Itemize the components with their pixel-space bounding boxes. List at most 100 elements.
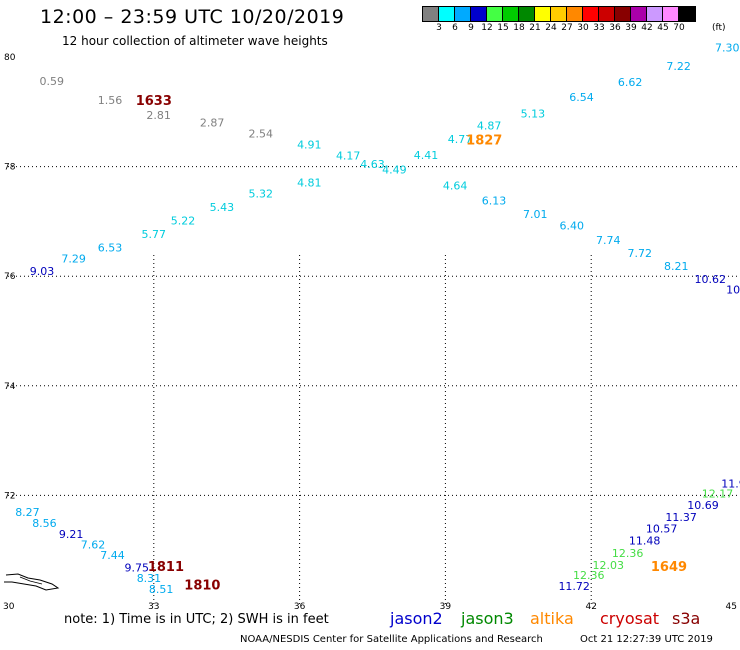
legend-label: 9 bbox=[468, 23, 474, 33]
satellite-legend-entry: altika bbox=[530, 609, 574, 628]
legend-swatch bbox=[599, 7, 615, 21]
units-note: note: 1) Time is in UTC; 2) SWH is in fe… bbox=[64, 612, 329, 627]
legend-label: 70 bbox=[673, 23, 685, 33]
satellite-legend-entry: cryosat bbox=[600, 609, 660, 628]
legend-label: 45 bbox=[657, 23, 669, 33]
wave-observations: 0.59 1.56 2.81 2.87 2.54 4.91 4.174.634.49 4.41… bbox=[15, 42, 740, 596]
legend-color-bar bbox=[422, 6, 696, 22]
axis-tick-labels: 30 33 36 39 42 45 72 74 76 78 80 bbox=[3, 53, 737, 612]
wave-height-label: 7.72 bbox=[628, 247, 653, 260]
legend-label: 24 bbox=[545, 23, 557, 33]
legend-label: 36 bbox=[609, 23, 621, 33]
wave-height-label: 9.75 bbox=[125, 562, 150, 575]
legend-label: 33 bbox=[593, 23, 605, 33]
wave-height-label: 7.01 bbox=[523, 208, 548, 221]
legend-label: 30 bbox=[577, 23, 589, 33]
wave-height-label: 7.62 bbox=[81, 539, 106, 552]
wave-height-label: 8.31 bbox=[137, 572, 162, 585]
legend-label: 42 bbox=[641, 23, 653, 33]
wave-height-label: 4.81 bbox=[297, 176, 322, 189]
legend-label: 3 bbox=[436, 23, 442, 33]
legend-label: 39 bbox=[625, 23, 637, 33]
satellite-legend-entry: jason2 bbox=[390, 609, 443, 628]
wave-height-label: 0.59 bbox=[39, 75, 64, 88]
wave-height-label: 6.62 bbox=[618, 76, 643, 89]
legend-swatch bbox=[551, 7, 567, 21]
wave-height-label: 12.17 bbox=[702, 488, 734, 501]
wave-height-label: 4.91 bbox=[297, 139, 322, 152]
wave-height-label: 2.87 bbox=[200, 117, 225, 130]
lat-tick-label: 76 bbox=[4, 272, 16, 282]
wave-height-label: 2.81 bbox=[146, 109, 171, 122]
legend-swatch bbox=[455, 7, 471, 21]
lon-tick-label: 30 bbox=[3, 602, 15, 612]
legend-swatch bbox=[487, 7, 503, 21]
wave-height-label: 4.49 bbox=[382, 164, 407, 177]
wave-height-label: 7.74 bbox=[596, 234, 621, 247]
wave-height-label: 12.36 bbox=[612, 547, 644, 560]
wave-height-label: 5.22 bbox=[171, 215, 196, 228]
legend-label: 12 bbox=[481, 23, 493, 33]
lon-tick-label: 45 bbox=[726, 602, 737, 612]
lon-tick-label: 36 bbox=[294, 602, 306, 612]
pass-time-labels: 163318271633181118101649 bbox=[136, 94, 687, 594]
lat-tick-label: 80 bbox=[4, 53, 16, 63]
wave-height-label: 9.21 bbox=[59, 528, 84, 541]
satellite-legend-entry: s3a bbox=[672, 609, 701, 628]
legend-label: 15 bbox=[497, 23, 509, 33]
legend-label: 6 bbox=[452, 23, 458, 33]
wave-height-label: 12.36 bbox=[573, 569, 605, 582]
wave-height-label: 4.41 bbox=[414, 149, 439, 162]
wave-height-label: 6.54 bbox=[569, 91, 594, 104]
lat-lon-grid bbox=[8, 166, 737, 605]
legend-swatch bbox=[615, 7, 631, 21]
legend-swatch bbox=[567, 7, 583, 21]
pass-time-label: 1827 bbox=[466, 134, 502, 149]
pass-time-label: 1811 bbox=[148, 560, 184, 575]
credit-line: NOAA/NESDIS Center for Satellite Applica… bbox=[240, 634, 543, 645]
wave-height-label: 6.13 bbox=[482, 194, 507, 207]
wave-height-label: 5.77 bbox=[142, 228, 167, 241]
lat-tick-label: 78 bbox=[4, 163, 16, 173]
wave-height-label: 12.03 bbox=[592, 559, 624, 572]
wave-height-label: 11.72 bbox=[558, 580, 590, 593]
wave-height-label: 10.62 bbox=[695, 273, 727, 286]
lat-tick-label: 74 bbox=[4, 382, 16, 392]
wave-height-label: 4.17 bbox=[336, 149, 361, 162]
satellite-legend-entry: jason3 bbox=[461, 609, 514, 628]
lon-tick-label: 42 bbox=[585, 602, 596, 612]
pass-time-label: 1810 bbox=[184, 579, 220, 594]
wave-height-label: 2.54 bbox=[248, 128, 273, 141]
legend-swatch bbox=[503, 7, 519, 21]
legend-swatch bbox=[423, 7, 439, 21]
legend-swatch bbox=[535, 7, 551, 21]
wave-height-label: 9.03 bbox=[30, 265, 55, 278]
wave-height-label: 4.87 bbox=[477, 119, 502, 132]
legend-swatch bbox=[647, 7, 663, 21]
legend-label: 21 bbox=[529, 23, 541, 33]
wave-height-label: 8.21 bbox=[664, 260, 689, 273]
wave-height-label: 5.32 bbox=[248, 187, 273, 200]
legend-swatch bbox=[631, 7, 647, 21]
wave-height-label: 7.44 bbox=[100, 549, 125, 562]
wave-height-label: 7.30 bbox=[715, 42, 740, 55]
lon-tick-label: 39 bbox=[440, 602, 452, 612]
wave-height-label: 8.27 bbox=[15, 506, 40, 519]
wave-height-label: 6.40 bbox=[560, 220, 585, 233]
legend-swatch bbox=[471, 7, 487, 21]
wave-height-label: 8.51 bbox=[149, 583, 174, 596]
coastline-kola-inlet bbox=[19, 576, 43, 585]
wave-height-label: 11.48 bbox=[629, 535, 661, 548]
legend-swatch bbox=[663, 7, 679, 21]
legend-swatch bbox=[439, 7, 455, 21]
wave-height-label: 10.69 bbox=[687, 499, 719, 512]
wave-height-label: 4.63 bbox=[360, 158, 385, 171]
lon-tick-label: 33 bbox=[148, 602, 159, 612]
coastline bbox=[4, 573, 60, 591]
legend-label: 18 bbox=[513, 23, 525, 33]
legend-swatch bbox=[583, 7, 599, 21]
wave-height-label: 6.53 bbox=[98, 242, 123, 255]
lat-tick-label: 72 bbox=[4, 491, 15, 501]
wave-height-label: 10.37 bbox=[726, 284, 740, 297]
